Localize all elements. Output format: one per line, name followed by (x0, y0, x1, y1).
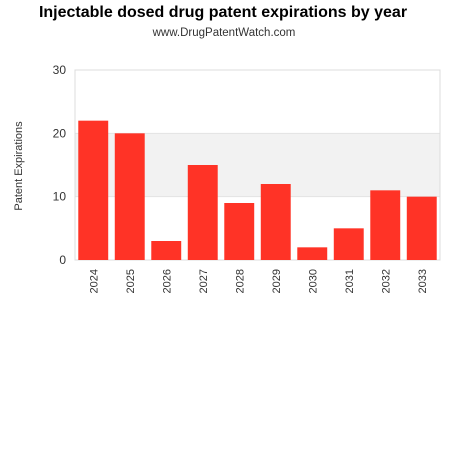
y-tick-label: 30 (53, 63, 67, 77)
x-tick-label: 2026 (161, 269, 173, 293)
y-tick-label: 10 (53, 190, 67, 204)
y-tick-label: 20 (53, 126, 67, 140)
bar-2031 (333, 228, 364, 260)
x-tick-label: 2032 (380, 269, 392, 293)
x-tick-label: 2033 (417, 269, 429, 293)
x-tick-label: 2030 (307, 269, 319, 293)
bar-2025 (114, 133, 145, 260)
x-tick-label: 2028 (234, 269, 246, 293)
bars-group (78, 120, 437, 260)
bar-2026 (151, 241, 182, 260)
x-tick-label: 2024 (88, 269, 100, 293)
chart-subtitle: www.DrugPatentWatch.com (152, 27, 296, 39)
y-axis-ticks: 0 10 20 30 (53, 63, 67, 267)
x-tick-label: 2025 (125, 269, 137, 293)
y-axis-label: Patent Expirations (13, 121, 25, 211)
bar-2033 (406, 196, 437, 260)
y-tick-label: 0 (59, 253, 66, 267)
bar-2029 (260, 184, 291, 260)
bar-2027 (187, 165, 218, 260)
x-tick-label: 2031 (344, 269, 356, 293)
bar-2030 (297, 247, 328, 260)
bar-2032 (370, 190, 401, 260)
bar-2024 (78, 120, 109, 260)
x-axis-ticks: 2024 2025 2026 2027 2028 2029 2030 2031 2032 2033 (88, 269, 429, 293)
plot-frame (74, 69, 441, 261)
x-tick-label: 2029 (271, 269, 283, 293)
bar-2028 (224, 203, 255, 260)
chart-title: Injectable dosed drug patent expirations… (39, 4, 407, 21)
x-tick-label: 2027 (198, 269, 210, 293)
